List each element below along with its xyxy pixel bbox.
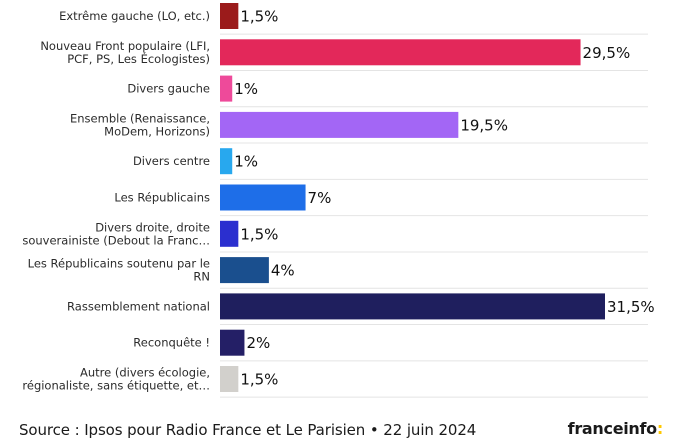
bar bbox=[220, 148, 233, 175]
value-label: 4% bbox=[271, 262, 295, 280]
value-label: 1% bbox=[234, 80, 258, 98]
value-label: 1,5% bbox=[240, 8, 278, 26]
value-label: 31,5% bbox=[607, 298, 655, 316]
bar bbox=[220, 3, 239, 29]
value-label: 29,5% bbox=[583, 44, 631, 62]
category-labels: Extrême gauche (LO, etc.) Nouveau Front p… bbox=[22, 9, 210, 393]
category-label: Nouveau Front populaire (LFI, PCF, PS, Le… bbox=[40, 39, 210, 66]
gridlines bbox=[220, 33, 648, 398]
value-label: 2% bbox=[246, 334, 270, 352]
category-label: Autre (divers écologie, régionaliste, san… bbox=[22, 366, 210, 393]
category-label: Extrême gauche (LO, etc.) bbox=[59, 9, 210, 23]
bar bbox=[220, 111, 459, 138]
bar bbox=[220, 39, 581, 66]
bar bbox=[220, 257, 269, 284]
value-label: 1,5% bbox=[240, 225, 278, 243]
value-label: 1% bbox=[234, 153, 258, 171]
category-label: Ensemble (Renaissance, MoDem, Horizons) bbox=[70, 111, 210, 138]
value-label: 19,5% bbox=[460, 116, 508, 134]
category-label: Rassemblement national bbox=[67, 299, 210, 313]
bar bbox=[220, 75, 233, 102]
category-label: Divers centre bbox=[133, 154, 210, 168]
bar bbox=[220, 220, 239, 247]
bar bbox=[220, 184, 306, 211]
value-labels: 1,5% 29,5% 1% 19,5% 1% 7% 1,5% 4% 31,5% 2% 1,5% bbox=[234, 8, 654, 389]
bar-chart: Extrême gauche (LO, etc.) Nouveau Front p… bbox=[22, 3, 655, 398]
bars bbox=[220, 3, 605, 392]
category-label: Les Républicains soutenu par le RN bbox=[28, 257, 210, 284]
bar bbox=[220, 293, 605, 320]
bar bbox=[220, 366, 239, 392]
value-label: 1,5% bbox=[240, 371, 278, 389]
category-label: Divers droite, droite souverainiste (Debo… bbox=[22, 220, 210, 247]
category-label: Les Républicains bbox=[114, 191, 210, 205]
franceinfo-logo: franceinfo: bbox=[567, 419, 664, 438]
category-label: Divers gauche bbox=[127, 82, 210, 96]
value-label: 7% bbox=[308, 189, 332, 207]
category-label: Reconquête ! bbox=[133, 336, 210, 350]
source-note: Source : Ipsos pour Radio France et Le P… bbox=[19, 421, 477, 439]
bar bbox=[220, 329, 245, 356]
